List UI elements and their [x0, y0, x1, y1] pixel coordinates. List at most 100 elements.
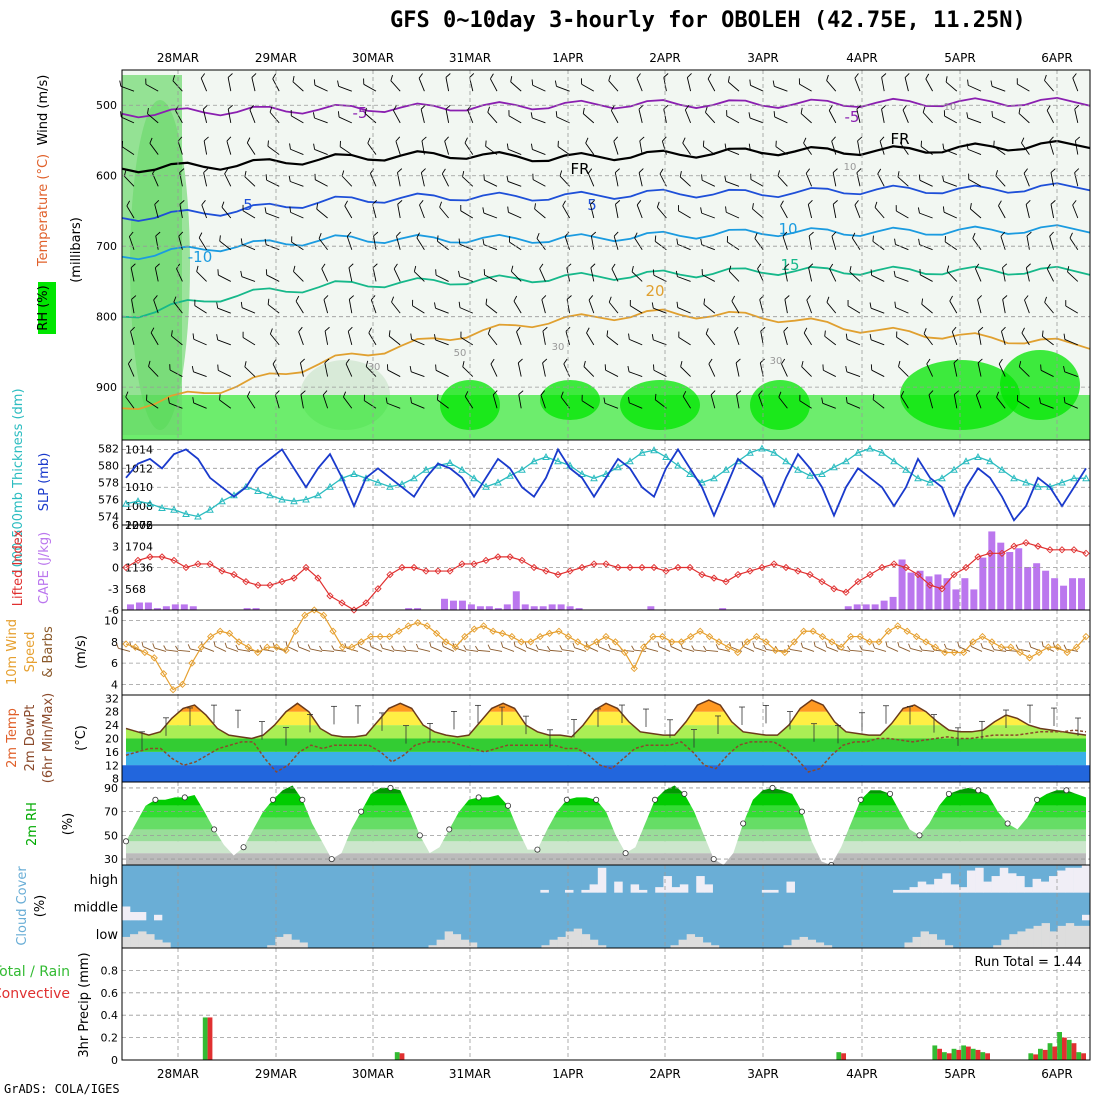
thickness-point: [950, 465, 958, 473]
wind-barb-flag: [420, 104, 426, 110]
wind-barb-flag: [734, 326, 739, 332]
cloud-cell: [934, 878, 943, 893]
cape-bar: [934, 574, 942, 610]
wind-barb-staff: [126, 205, 135, 219]
wind-barb: [163, 645, 179, 652]
wind-barb: [475, 645, 491, 652]
wind-barb-flag: [651, 334, 654, 340]
wind-barb-flag: [365, 360, 369, 367]
wind-barb-staff: [267, 304, 280, 314]
wind-barb-staff: [725, 148, 740, 155]
wind-barb-flag: [684, 104, 690, 111]
rh-contour-label: 30: [368, 362, 381, 373]
wind-barb-staff: [977, 299, 982, 314]
wind-barb: [731, 295, 740, 314]
lifted-index-point: [518, 556, 526, 565]
thickness-point: [674, 461, 682, 469]
wind-barb: [638, 104, 644, 123]
cape-tick-label: 568: [125, 583, 146, 596]
cloud-cell: [162, 942, 171, 948]
wind-barb-staff: [556, 116, 570, 124]
wind-barb-staff: [982, 647, 995, 652]
wind-barb-staff: [295, 300, 304, 314]
wind-barb-flag: [582, 107, 585, 114]
wind-barb: [348, 263, 354, 282]
wind-barb-staff: [127, 363, 135, 377]
wind-barb: [682, 137, 691, 155]
temp-band: [122, 695, 1090, 698]
rh-point: [181, 794, 188, 801]
thickness-point: [818, 469, 826, 477]
wind-barb: [845, 333, 861, 346]
cloud-cell: [920, 931, 929, 948]
precip-convective-bar: [1042, 1049, 1048, 1060]
thickness-point: [326, 482, 334, 490]
lifted-index-point: [1070, 546, 1078, 554]
wind-barb-staff: [345, 363, 353, 377]
cloud-cell: [807, 939, 817, 948]
wind-barb: [627, 365, 643, 377]
wind-barb: [397, 168, 403, 187]
wind-barb-flag: [179, 200, 185, 205]
cloud-cell: [452, 934, 462, 948]
wind-barb-flag: [611, 263, 616, 270]
wind-barb-staff: [418, 78, 425, 92]
thickness-point: [506, 471, 514, 479]
wind-barb-staff: [802, 647, 815, 652]
cape-bar: [871, 604, 879, 610]
wind-barb: [572, 642, 587, 652]
wind-barb: [524, 642, 539, 652]
wind-barb-staff: [824, 335, 837, 346]
wind-barb-flag: [240, 301, 243, 308]
wind-barb-flag: [331, 645, 335, 651]
wind-barb-staff: [857, 140, 861, 155]
rh-point: [446, 826, 453, 833]
precip-axis-label: 3hr Precip (mm): [77, 952, 92, 1057]
wind-barb-flag: [613, 231, 619, 237]
wind-barb-flag: [638, 168, 644, 173]
wind-barb: [966, 143, 982, 155]
wind-barb-flag: [485, 140, 487, 147]
wind-barb: [345, 358, 353, 377]
wind-speed-point: [254, 648, 262, 657]
wind-barb-staff: [1006, 649, 1019, 652]
date-label-bottom: 4APR: [846, 1067, 877, 1081]
wind-barb-flag: [832, 168, 838, 173]
wind-barb-staff: [439, 206, 449, 219]
wind-barb-flag: [920, 140, 922, 147]
lifted-index-tick-label: 3: [112, 540, 119, 553]
wind-barb-flag: [946, 265, 950, 272]
rh-point: [1034, 796, 1041, 803]
wind-speed-point: [658, 632, 667, 641]
wind-speed-point: [141, 648, 149, 657]
wind-barb-staff: [636, 77, 643, 92]
wind-barb-flag: [1072, 200, 1077, 206]
wind-barb-staff: [870, 339, 885, 346]
wind-barb-flag: [902, 104, 907, 111]
cape-bar: [153, 608, 161, 610]
cloud-cell: [130, 912, 139, 921]
wind-barb-staff: [411, 402, 425, 409]
wind-barb: [651, 334, 667, 346]
wind-speed-point: [621, 648, 629, 657]
wind-barb: [705, 328, 716, 346]
wind-barb-flag: [242, 331, 244, 338]
wind-barb: [171, 330, 183, 346]
cape-bar: [907, 572, 915, 610]
wind-barb: [1002, 295, 1008, 314]
wind-barb: [813, 641, 827, 652]
wind-barb-staff: [945, 81, 958, 92]
wind-speed-point: [442, 638, 450, 646]
wind-barb: [977, 358, 983, 377]
wind-barb-flag: [980, 642, 983, 648]
rh-point: [328, 856, 335, 863]
cape-bar: [485, 606, 493, 610]
wind-barb-staff: [265, 212, 280, 219]
wind-barb: [147, 107, 159, 124]
wind-barb-staff: [556, 85, 570, 92]
cape-bar: [144, 602, 152, 610]
wind-barb-staff: [194, 305, 207, 314]
wind-barb: [343, 391, 353, 409]
wind-speed-point: [969, 638, 977, 646]
lifted-index-point: [662, 567, 670, 575]
